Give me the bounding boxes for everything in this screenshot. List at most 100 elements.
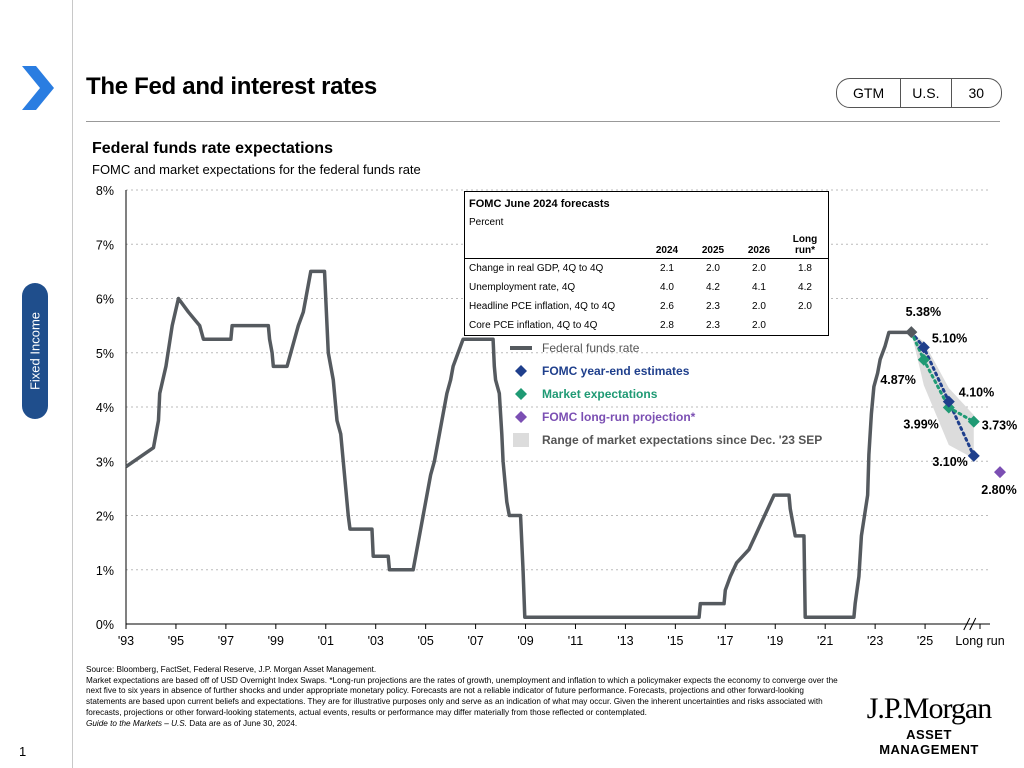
table-row: Headline PCE inflation, 4Q to 4Q 2.6 2.3… xyxy=(465,297,829,316)
fomc-forecast-table: FOMC June 2024 forecasts Percent 2024 20… xyxy=(464,191,829,336)
tag-page: 30 xyxy=(968,85,985,101)
chart-legend: Federal funds rate FOMC year-end estimat… xyxy=(510,336,822,451)
legend-label: Market expectations xyxy=(542,386,658,401)
x-tick-label: '21 xyxy=(817,634,833,648)
row-label: Headline PCE inflation, 4Q to 4Q xyxy=(469,301,616,312)
x-tick-label: '15 xyxy=(667,634,683,648)
legend-item-fed-funds: Federal funds rate xyxy=(510,336,822,359)
row-label: Core PCE inflation, 4Q to 4Q xyxy=(469,320,598,331)
x-tick-label: '13 xyxy=(617,634,633,648)
fomc-estimate-point xyxy=(917,341,930,354)
line-swatch-icon xyxy=(510,345,532,351)
diamond-icon xyxy=(510,387,532,400)
page-number: 1 xyxy=(19,744,27,759)
y-tick-label: 5% xyxy=(96,347,114,361)
jpmorgan-logo: J.P.Morgan ASSET MANAGEMENT xyxy=(856,692,1002,757)
data-label: 5.10% xyxy=(932,331,967,345)
data-label: 4.87% xyxy=(880,373,915,387)
table-cell: 4.2 xyxy=(798,282,812,293)
table-cell xyxy=(782,316,829,336)
data-label: 4.10% xyxy=(959,386,994,400)
y-tick-label: 1% xyxy=(96,564,114,578)
table-cell: 2.6 xyxy=(660,301,674,312)
diamond-icon xyxy=(510,410,532,423)
axis-break xyxy=(969,617,977,631)
table-cell: 2.0 xyxy=(706,263,720,274)
market-expectation-point xyxy=(917,353,930,366)
x-tick-label: '25 xyxy=(917,634,933,648)
table-cell: 1.8 xyxy=(798,263,812,274)
diamond-icon xyxy=(510,364,532,377)
x-tick-label: '99 xyxy=(268,634,284,648)
footnotes: Source: Bloomberg, FactSet, Federal Rese… xyxy=(86,665,846,729)
x-tick-label: '01 xyxy=(318,634,334,648)
fomc-path xyxy=(909,330,976,458)
data-label: 3.10% xyxy=(932,455,967,469)
fomc-estimate-point xyxy=(942,395,955,408)
source-note: Source: Bloomberg, FactSet, Federal Rese… xyxy=(86,665,377,674)
table-cell: 2.1 xyxy=(660,263,674,274)
y-tick-label: 4% xyxy=(96,401,114,415)
row-label: Unemployment rate, 4Q xyxy=(469,282,576,293)
col-header: Long run* xyxy=(782,232,829,259)
logo-wordmark: J.P.Morgan xyxy=(866,692,992,725)
x-tick-label: '97 xyxy=(218,634,234,648)
left-divider xyxy=(72,0,73,768)
table-cell: 2.0 xyxy=(798,301,812,312)
table-row: Change in real GDP, 4Q to 4Q 2.1 2.0 2.0… xyxy=(465,259,829,279)
table-cell: 2.3 xyxy=(706,320,720,331)
table-cell: 2.3 xyxy=(706,301,720,312)
y-tick-label: 6% xyxy=(96,293,114,307)
tag-region: U.S. xyxy=(901,79,952,107)
longrun-projection-point xyxy=(993,466,1006,479)
col-header: 2024 xyxy=(644,232,690,259)
axis-break xyxy=(963,617,971,631)
data-label: 5.38% xyxy=(906,305,941,319)
x-tick-label: '93 xyxy=(118,634,134,648)
table-cell: 4.0 xyxy=(660,282,674,293)
table-cell: 4.1 xyxy=(752,282,766,293)
legend-item-range: Range of market expectations since Dec. … xyxy=(510,428,822,451)
col-header: 2025 xyxy=(690,232,736,259)
table-row: Core PCE inflation, 4Q to 4Q 2.8 2.3 2.0 xyxy=(465,316,829,336)
x-tick-label: '03 xyxy=(368,634,384,648)
x-tick-label: '11 xyxy=(568,634,583,648)
table-subtitle: Percent xyxy=(469,217,504,228)
market-path xyxy=(909,330,976,424)
table-cell: 2.0 xyxy=(752,320,766,331)
y-tick-label: 0% xyxy=(96,618,114,632)
tag-gtm: GTM xyxy=(837,79,902,107)
y-tick-label: 2% xyxy=(96,510,114,524)
table-cell: 2.0 xyxy=(752,301,766,312)
legend-item-longrun: FOMC long-run projection* xyxy=(510,405,822,428)
table-title: FOMC June 2024 forecasts xyxy=(469,197,610,210)
data-label: 3.99% xyxy=(903,418,938,432)
x-tick-label: '17 xyxy=(717,634,733,648)
data-label: 3.73% xyxy=(982,419,1017,433)
y-tick-label: 3% xyxy=(96,455,114,469)
legend-item-fomc: FOMC year-end estimates xyxy=(510,359,822,382)
y-tick-label: 7% xyxy=(96,238,114,252)
market-expectation-point xyxy=(967,415,980,428)
row-label: Change in real GDP, 4Q to 4Q xyxy=(469,263,604,274)
fomc-estimate-point xyxy=(967,449,980,462)
data-label: 2.80% xyxy=(981,483,1016,497)
table-cell: 2.0 xyxy=(752,263,766,274)
col-header: 2026 xyxy=(736,232,782,259)
data-date-note: Guide to the Markets – U.S. Data are as … xyxy=(86,718,298,728)
fed-funds-line xyxy=(125,269,912,619)
section-tab-fixed-income[interactable]: Fixed Income xyxy=(22,283,48,419)
table-cell: 4.2 xyxy=(706,282,720,293)
range-swatch-icon xyxy=(510,432,532,447)
table-row: Unemployment rate, 4Q 4.0 4.2 4.1 4.2 xyxy=(465,278,829,297)
x-tick-label: '23 xyxy=(867,634,883,648)
x-tick-label: '07 xyxy=(467,634,483,648)
chart-subtitle: FOMC and market expectations for the fed… xyxy=(92,162,421,177)
current-rate-point xyxy=(905,326,918,339)
table-header-row: 2024 2025 2026 Long run* xyxy=(464,232,829,259)
legend-label: FOMC long-run projection* xyxy=(542,409,696,424)
x-tick-label: Long run xyxy=(955,634,1004,648)
x-tick-label: '95 xyxy=(168,634,184,648)
disclaimer-note: Market expectations are based off of USD… xyxy=(86,675,838,717)
